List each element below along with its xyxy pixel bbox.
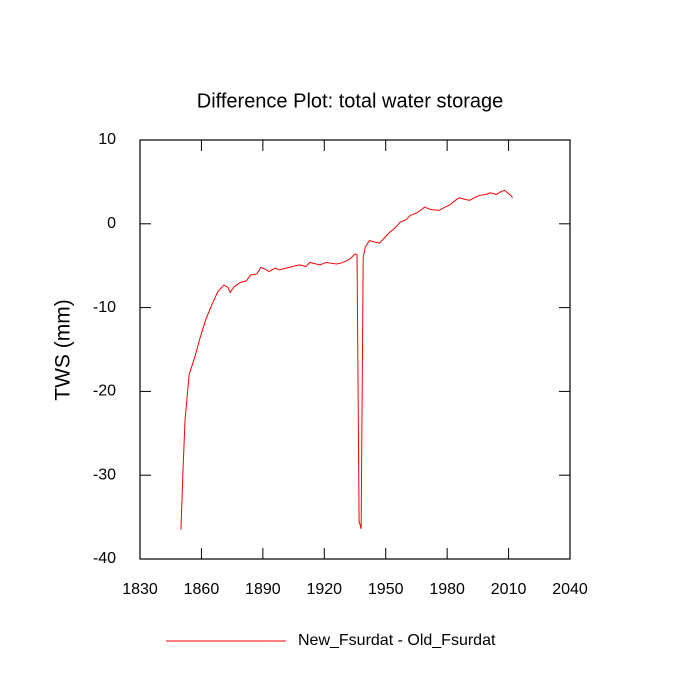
chart-title: Difference Plot: total water storage: [197, 90, 503, 112]
x-tick-label: 1920: [306, 581, 342, 598]
y-tick-label: -40: [93, 550, 116, 567]
y-tick-label: -30: [93, 466, 116, 483]
x-tick-label: 1950: [368, 581, 404, 598]
x-tick-label: 2040: [552, 581, 588, 598]
y-tick-label: 10: [98, 131, 116, 148]
legend-label: New_Fsurdat - Old_Fsurdat: [298, 632, 496, 649]
x-tick-label: 1830: [122, 581, 158, 598]
y-tick-label: 0: [107, 215, 116, 232]
plot-frame: [139, 139, 571, 560]
x-tick-label: 1980: [429, 581, 465, 598]
x-tick-label: 2010: [491, 581, 527, 598]
x-tick-label: 1890: [245, 581, 281, 598]
y-axis-label: TWS (mm): [52, 299, 75, 400]
data-line: [180, 189, 514, 530]
y-tick-label: -10: [93, 299, 116, 316]
y-tick-label: -20: [93, 383, 116, 400]
x-tick-label: 1860: [184, 581, 220, 598]
